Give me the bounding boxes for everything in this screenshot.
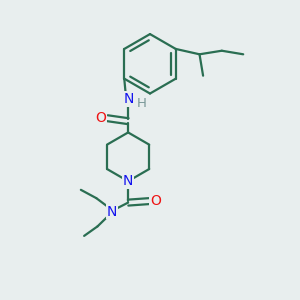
Text: N: N	[106, 205, 117, 218]
Text: N: N	[123, 174, 133, 188]
Text: O: O	[95, 111, 106, 125]
Text: N: N	[124, 92, 134, 106]
Text: H: H	[137, 97, 147, 110]
Text: O: O	[150, 194, 161, 208]
